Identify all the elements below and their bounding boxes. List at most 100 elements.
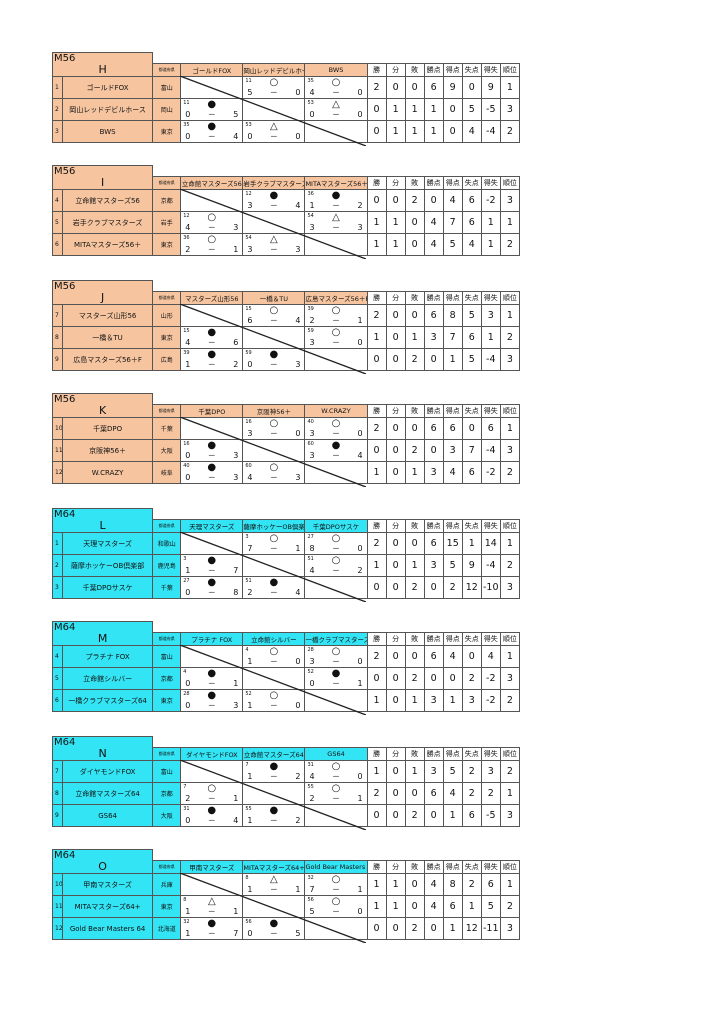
score-for: 1 bbox=[247, 885, 253, 894]
stat-value: -2 bbox=[480, 689, 501, 712]
stat-value: 2 bbox=[404, 348, 425, 371]
stat-value: 4 bbox=[442, 645, 463, 668]
stat-value: 1 bbox=[404, 326, 425, 349]
match-score: 0 － 8 bbox=[185, 588, 238, 598]
score-against: 1 bbox=[233, 794, 239, 803]
team-no: 3 bbox=[51, 120, 64, 143]
match-score: 0 － 1 bbox=[185, 679, 238, 689]
stat-value: 0 bbox=[366, 189, 387, 212]
stat-header: 失点 bbox=[461, 747, 482, 761]
self-match-cell bbox=[304, 233, 368, 256]
stat-value: 3 bbox=[423, 689, 444, 712]
stat-header: 得失 bbox=[480, 519, 501, 533]
score-dash: － bbox=[269, 657, 278, 666]
score-against: 3 bbox=[233, 701, 239, 710]
prefecture-header: 都道府県 bbox=[152, 176, 182, 190]
result-mark-icon: ○ bbox=[207, 234, 217, 246]
stat-value: 3 bbox=[461, 689, 482, 712]
result-mark-icon: ● bbox=[269, 349, 279, 361]
score-for: 2 bbox=[309, 794, 315, 803]
team-row: 9 GS64 大阪 31 ● 0 － 4 55 ● 1 － 2 0 0 2 0 1 6 -5 3 bbox=[51, 804, 521, 827]
team-row: 12 Gold Bear Masters 64 北海道 32 ● 1 － 7 56 ● 0 － 5 0 0 2… bbox=[51, 917, 521, 940]
stat-header: 勝 bbox=[366, 747, 387, 761]
score-dash: － bbox=[269, 544, 278, 553]
prefecture-header: 都道府県 bbox=[152, 63, 182, 77]
team-pref: 広島 bbox=[152, 348, 182, 371]
opponent-header: 薩摩ホッケーOB倶楽部 bbox=[242, 519, 306, 533]
stat-value: 1 bbox=[423, 98, 444, 121]
stat-value: 2 bbox=[499, 689, 521, 712]
stat-value: 0 bbox=[442, 98, 463, 121]
match-score: 0 － 5 bbox=[247, 929, 300, 939]
stat-value: -4 bbox=[480, 439, 501, 462]
match-score: 3 － 4 bbox=[309, 451, 362, 461]
stat-value: 6 bbox=[461, 461, 482, 484]
match-score: 1 － 2 bbox=[309, 201, 362, 211]
result-mark-icon: ○ bbox=[269, 305, 279, 317]
team-pref: 和歌山 bbox=[152, 532, 182, 555]
stat-header: 得点 bbox=[442, 519, 463, 533]
stat-value: 0 bbox=[385, 304, 406, 327]
stat-header: 失点 bbox=[461, 860, 482, 874]
score-dash: － bbox=[269, 588, 278, 597]
score-for: 0 bbox=[309, 679, 315, 688]
team-row: 3 BWS 東京 35 ● 0 － 4 53 △ 0 － 0 0 1 1 1 0 4 -4 2 bbox=[51, 120, 521, 143]
stat-value: 0 bbox=[404, 895, 425, 918]
self-match-cell bbox=[304, 804, 368, 827]
score-against: 4 bbox=[295, 316, 301, 325]
stat-value: 0 bbox=[404, 645, 425, 668]
stat-header: 得点 bbox=[442, 176, 463, 190]
stat-header: 勝点 bbox=[423, 176, 444, 190]
stat-header: 敗 bbox=[404, 632, 425, 646]
stat-value: 0 bbox=[404, 304, 425, 327]
stat-value: 3 bbox=[442, 439, 463, 462]
opponent-header: 立命館マスターズ64 bbox=[242, 747, 306, 761]
team-row: 3 千葉DPOサスケ 千葉 27 ● 0 － 8 51 ● 2 － 4 0 0 2 0 2 12 -10 3 bbox=[51, 576, 521, 599]
stat-value: 2 bbox=[461, 873, 482, 896]
score-dash: － bbox=[332, 316, 340, 325]
stat-value: 1 bbox=[499, 645, 521, 668]
score-against: 2 bbox=[357, 566, 363, 575]
stat-value: 7 bbox=[461, 439, 482, 462]
team-no: 8 bbox=[51, 782, 64, 805]
team-pref: 岡山 bbox=[152, 98, 182, 121]
stat-value: 0 bbox=[404, 76, 425, 99]
result-mark-icon: ● bbox=[207, 99, 217, 111]
stat-header: 分 bbox=[385, 860, 406, 874]
score-for: 0 bbox=[185, 701, 191, 710]
stat-value: 1 bbox=[480, 211, 501, 234]
stat-header: 得点 bbox=[442, 291, 463, 305]
team-row: 11 京阪神56＋ 大阪 16 ● 0 － 3 60 ● 3 － 4 0 0 2 0 3 7 -4 3 bbox=[51, 439, 521, 462]
stat-value: 3 bbox=[423, 760, 444, 783]
stat-value: 2 bbox=[404, 804, 425, 827]
match-score: 0 － 0 bbox=[247, 132, 300, 142]
result-mark-icon: △ bbox=[332, 212, 340, 224]
result-mark-icon: ○ bbox=[207, 783, 217, 795]
score-for: 0 bbox=[185, 110, 191, 119]
stat-value: 5 bbox=[480, 895, 501, 918]
result-mark-icon: ○ bbox=[331, 761, 341, 773]
division-label: M56 bbox=[54, 281, 76, 293]
score-for: 1 bbox=[185, 929, 191, 938]
result-mark-icon: ○ bbox=[331, 783, 341, 795]
stat-header: 得点 bbox=[442, 860, 463, 874]
stat-value: 3 bbox=[499, 189, 521, 212]
stat-value: -11 bbox=[480, 917, 501, 940]
stat-value: 0 bbox=[423, 189, 444, 212]
opponent-header: Gold Bear Masters 64 bbox=[304, 860, 368, 874]
result-mark-icon: ● bbox=[207, 440, 217, 452]
match-result: 31 ● 0 － 4 bbox=[180, 804, 244, 827]
score-against: 5 bbox=[295, 929, 301, 938]
score-for: 0 bbox=[247, 132, 253, 141]
score-dash: － bbox=[332, 451, 340, 460]
team-name: 甲南マスターズ bbox=[62, 873, 154, 896]
score-dash: － bbox=[269, 316, 278, 325]
stat-value: 6 bbox=[423, 645, 444, 668]
self-match-cell bbox=[242, 98, 306, 121]
stat-value: 4 bbox=[480, 645, 501, 668]
stat-header: 勝点 bbox=[423, 404, 444, 418]
match-score: 4 － 3 bbox=[185, 223, 238, 233]
result-mark-icon: ● bbox=[207, 327, 217, 339]
team-name: MITAマスターズ64+ bbox=[62, 895, 154, 918]
stat-value: 0 bbox=[385, 326, 406, 349]
